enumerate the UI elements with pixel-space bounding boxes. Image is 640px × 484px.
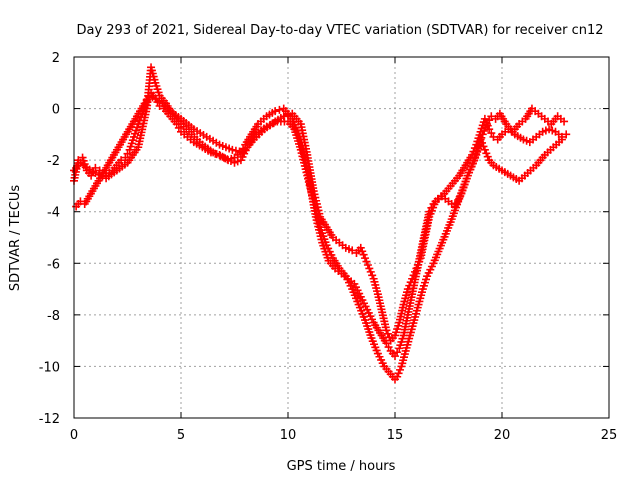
data-point — [144, 91, 153, 100]
plot-frame — [73, 56, 610, 419]
data-points — [70, 63, 571, 384]
y-tick-label: 0 — [52, 103, 60, 118]
data-point — [212, 150, 221, 159]
data-point — [219, 153, 228, 162]
y-tick-label: -4 — [47, 206, 60, 221]
x-tick-label: 10 — [280, 428, 297, 443]
data-point — [557, 135, 566, 144]
x-tick-label: 5 — [177, 428, 185, 443]
data-series — [72, 91, 569, 345]
data-point — [275, 105, 284, 114]
tick-labels: 0 5 10 15 20 25 -12 -10 -8 -6 -4 -2 0 2 — [39, 51, 618, 443]
data-point — [228, 145, 237, 154]
x-tick-label: 0 — [70, 428, 78, 443]
y-axis-title: SDTVAR / TECUs — [8, 185, 23, 292]
data-point — [560, 117, 569, 126]
data-point — [209, 148, 218, 157]
y-tick-label: -6 — [47, 257, 60, 272]
data-point — [562, 130, 571, 139]
y-tick-label: 2 — [52, 51, 60, 66]
data-point — [152, 95, 161, 104]
y-tick-label: -10 — [39, 360, 60, 375]
x-axis-title: GPS time / hours — [287, 459, 396, 474]
data-point — [148, 93, 157, 102]
data-point — [235, 147, 244, 156]
y-tick-label: -8 — [47, 309, 60, 324]
data-point — [231, 146, 240, 155]
data-point — [223, 155, 232, 164]
x-tick-label: 20 — [494, 428, 511, 443]
data-point — [226, 157, 235, 166]
data-point — [271, 107, 280, 116]
chart-title: Day 293 of 2021, Sidereal Day-to-day VTE… — [76, 23, 603, 38]
data-point — [284, 111, 292, 120]
data-point — [117, 156, 126, 165]
y-tick-label: -2 — [47, 154, 60, 169]
x-tick-label: 25 — [601, 428, 618, 443]
data-point — [91, 169, 100, 178]
y-tick-label: -12 — [39, 412, 60, 427]
data-series — [70, 63, 566, 384]
data-point — [279, 112, 288, 121]
x-tick-label: 15 — [387, 428, 404, 443]
data-point — [216, 151, 225, 160]
